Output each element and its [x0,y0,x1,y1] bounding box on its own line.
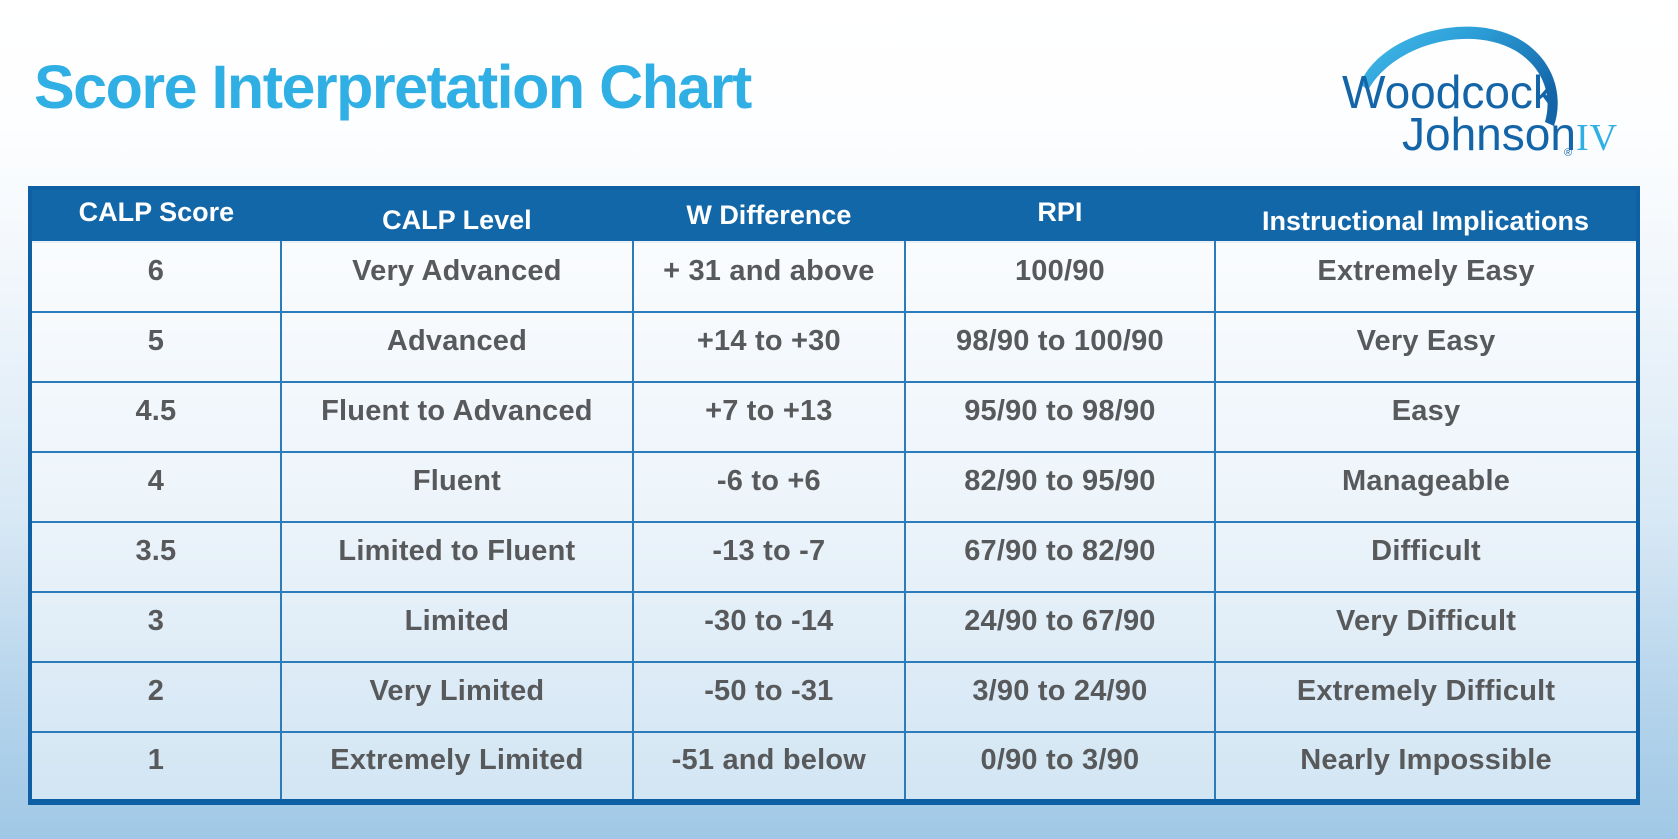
logo-swoosh-icon [1360,26,1558,126]
cell-rpi: 24/90 to 67/90 [903,591,1217,663]
cell-rpi: 67/90 to 82/90 [903,521,1217,593]
cell-calp-score: 6 [29,241,282,313]
cell-calp-score: 1 [29,731,282,803]
page-title: Score Interpretation Chart [34,53,752,121]
table-row: 6 Very Advanced + 31 and above 100/90 Ex… [29,241,1639,313]
cell-calp-level: Fluent to Advanced [279,381,634,453]
table-row: 3 Limited -30 to -14 24/90 to 67/90 Very… [29,591,1639,663]
cell-rpi: 100/90 [903,241,1217,313]
cell-calp-level: Limited [279,591,634,663]
score-interpretation-table: CALP Score CALP Level W Difference RPI I… [28,186,1640,805]
table-row: 3.5 Limited to Fluent -13 to -7 67/90 to… [29,521,1639,593]
cell-calp-score: 3 [29,591,282,663]
cell-calp-level: Very Advanced [279,241,634,313]
table-row: 4.5 Fluent to Advanced +7 to +13 95/90 t… [29,381,1639,453]
cell-instructional-implications: Very Easy [1214,311,1639,383]
cell-rpi: 0/90 to 3/90 [903,731,1217,803]
cell-calp-score: 5 [29,311,282,383]
cell-rpi: 82/90 to 95/90 [903,451,1217,523]
cell-rpi: 3/90 to 24/90 [903,661,1217,733]
table-row: 1 Extremely Limited -51 and below 0/90 t… [29,731,1639,803]
logo-word-johnson: Johnson [1402,108,1576,160]
cell-instructional-implications: Manageable [1214,451,1639,523]
cell-w-difference: + 31 and above [631,241,906,313]
cell-instructional-implications: Nearly Impossible [1214,731,1639,803]
cell-rpi: 98/90 to 100/90 [903,311,1217,383]
logo-word-woodcock: Woodcock [1342,66,1557,118]
cell-w-difference: -50 to -31 [631,661,906,733]
table-row: 5 Advanced +14 to +30 98/90 to 100/90 Ve… [29,311,1639,383]
cell-w-difference: -30 to -14 [631,591,906,663]
cell-calp-score: 4 [29,451,282,523]
logo-edition-iv: IV [1576,117,1618,159]
cell-calp-score: 4.5 [29,381,282,453]
column-header-calp-level: CALP Level [280,188,633,242]
woodcock-johnson-logo: Woodcock Johnson ® IV [1342,26,1618,160]
cell-calp-level: Fluent [279,451,634,523]
cell-instructional-implications: Extremely Easy [1214,241,1639,313]
cell-w-difference: -51 and below [631,731,906,803]
cell-instructional-implications: Extremely Difficult [1214,661,1639,733]
cell-w-difference: -6 to +6 [631,451,906,523]
logo-registered-mark: ® [1564,147,1572,159]
cell-calp-level: Limited to Fluent [279,521,634,593]
cell-calp-level: Extremely Limited [279,731,634,803]
column-header-w-difference: W Difference [632,188,905,242]
table-row: 4 Fluent -6 to +6 82/90 to 95/90 Managea… [29,451,1639,523]
cell-calp-score: 3.5 [29,521,282,593]
table-header-row: CALP Score CALP Level W Difference RPI I… [30,188,1638,242]
cell-calp-level: Very Limited [279,661,634,733]
cell-calp-level: Advanced [279,311,634,383]
cell-rpi: 95/90 to 98/90 [903,381,1217,453]
column-header-calp-score: CALP Score [30,188,281,242]
column-header-instructional-implications: Instructional Implications [1215,188,1638,242]
cell-w-difference: -13 to -7 [631,521,906,593]
cell-instructional-implications: Very Difficult [1214,591,1639,663]
cell-w-difference: +7 to +13 [631,381,906,453]
column-header-rpi: RPI [904,188,1216,242]
cell-calp-score: 2 [29,661,282,733]
cell-w-difference: +14 to +30 [631,311,906,383]
cell-instructional-implications: Easy [1214,381,1639,453]
cell-instructional-implications: Difficult [1214,521,1639,593]
table-row: 2 Very Limited -50 to -31 3/90 to 24/90 … [29,661,1639,733]
